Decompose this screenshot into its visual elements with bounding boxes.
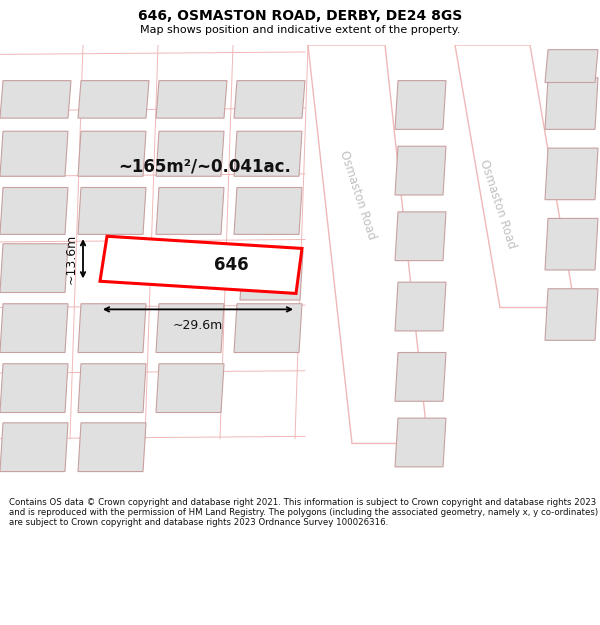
Text: 646: 646 [214,256,248,274]
Polygon shape [545,148,598,200]
Polygon shape [78,131,146,176]
Polygon shape [78,422,146,471]
Text: Osmaston Road: Osmaston Road [337,149,379,241]
Polygon shape [545,49,598,82]
Polygon shape [0,364,68,413]
Text: ~13.6m: ~13.6m [65,234,78,284]
Polygon shape [234,81,305,118]
Polygon shape [545,218,598,270]
Polygon shape [240,251,303,300]
Polygon shape [545,289,598,340]
Polygon shape [395,81,446,129]
Polygon shape [0,304,68,352]
Polygon shape [156,81,227,118]
Polygon shape [234,304,302,352]
Text: ~29.6m: ~29.6m [173,319,223,332]
Polygon shape [0,131,68,176]
Polygon shape [0,188,68,234]
Polygon shape [0,244,68,292]
Polygon shape [395,146,446,195]
Polygon shape [156,364,224,413]
Polygon shape [78,364,146,413]
Text: ~165m²/~0.041ac.: ~165m²/~0.041ac. [119,158,292,176]
Text: 646, OSMASTON ROAD, DERBY, DE24 8GS: 646, OSMASTON ROAD, DERBY, DE24 8GS [138,9,462,23]
Polygon shape [78,188,146,234]
Polygon shape [395,212,446,261]
Polygon shape [455,45,575,308]
Polygon shape [234,188,302,234]
Polygon shape [156,304,224,352]
Polygon shape [78,81,149,118]
Polygon shape [0,422,68,471]
Polygon shape [156,188,224,234]
Polygon shape [308,45,428,444]
Text: Contains OS data © Crown copyright and database right 2021. This information is : Contains OS data © Crown copyright and d… [9,498,598,528]
Polygon shape [395,282,446,331]
Text: Map shows position and indicative extent of the property.: Map shows position and indicative extent… [140,25,460,35]
Polygon shape [78,304,146,352]
Polygon shape [0,81,71,118]
Polygon shape [234,131,302,176]
Text: Osmaston Road: Osmaston Road [478,158,518,251]
Polygon shape [395,418,446,467]
Polygon shape [545,78,598,129]
Polygon shape [395,352,446,401]
Polygon shape [100,236,302,294]
Polygon shape [156,131,224,176]
